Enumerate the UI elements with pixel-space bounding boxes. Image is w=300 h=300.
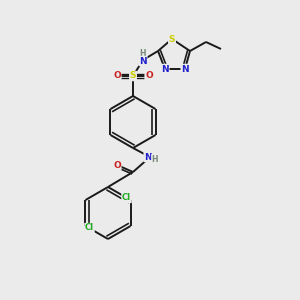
Text: N: N — [144, 152, 152, 161]
Text: H: H — [152, 154, 158, 164]
Text: S: S — [169, 34, 175, 43]
Text: H: H — [140, 49, 146, 58]
Text: N: N — [161, 64, 169, 74]
Text: N: N — [139, 56, 147, 65]
Text: S: S — [130, 71, 136, 80]
Text: O: O — [113, 71, 121, 80]
Text: O: O — [145, 71, 153, 80]
Text: Cl: Cl — [122, 194, 131, 202]
Text: Cl: Cl — [85, 224, 94, 232]
Text: N: N — [181, 64, 189, 74]
Text: O: O — [113, 160, 121, 169]
